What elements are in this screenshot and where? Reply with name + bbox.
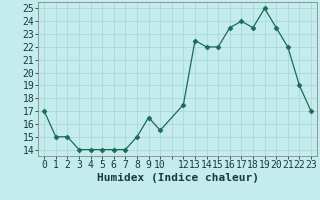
X-axis label: Humidex (Indice chaleur): Humidex (Indice chaleur) (97, 173, 259, 183)
